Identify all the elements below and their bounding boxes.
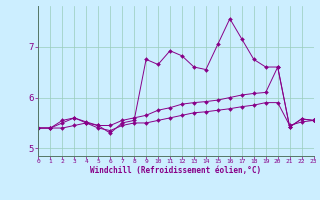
X-axis label: Windchill (Refroidissement éolien,°C): Windchill (Refroidissement éolien,°C) [91, 166, 261, 175]
